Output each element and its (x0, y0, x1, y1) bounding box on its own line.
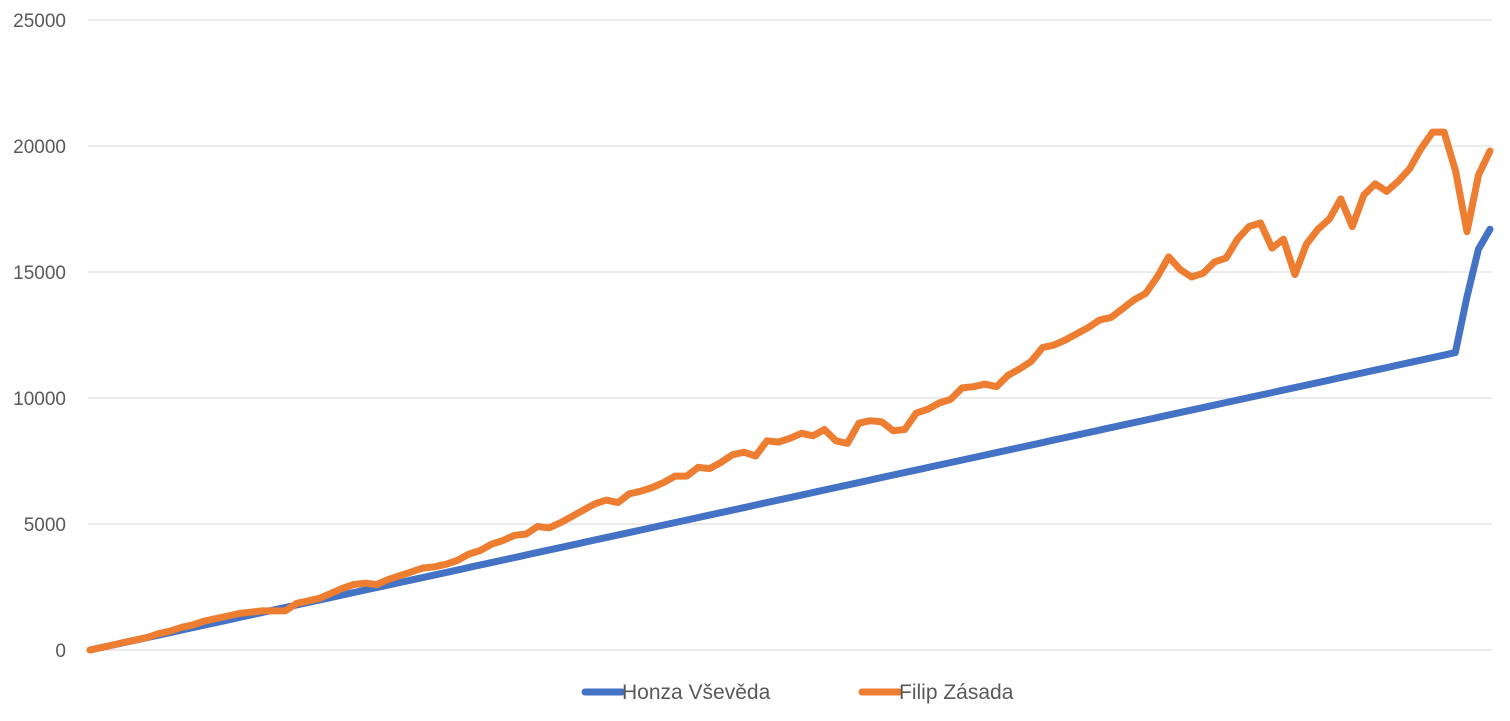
legend-label: Honza Vševěda (622, 681, 771, 704)
y-tick-label: 5000 (24, 515, 66, 536)
y-tick-label: 15000 (13, 263, 66, 284)
y-tick-label: 20000 (13, 137, 66, 158)
legend-entry: Honza Vševěda (581, 681, 771, 704)
y-tick-label: 0 (55, 641, 66, 662)
legend: Honza Vševěda Filip Zásada (581, 681, 1014, 704)
y-tick-label: 10000 (13, 389, 66, 410)
series-lines (86, 128, 1494, 654)
legend-entry: Filip Zásada (858, 681, 1014, 704)
legend-label: Filip Zásada (899, 681, 1014, 704)
series-line (86, 128, 1494, 654)
gridlines (88, 19, 1492, 651)
y-tick-label: 25000 (13, 11, 66, 32)
y-axis-ticks: 0 5000 10000 15000 20000 25000 (13, 11, 66, 662)
